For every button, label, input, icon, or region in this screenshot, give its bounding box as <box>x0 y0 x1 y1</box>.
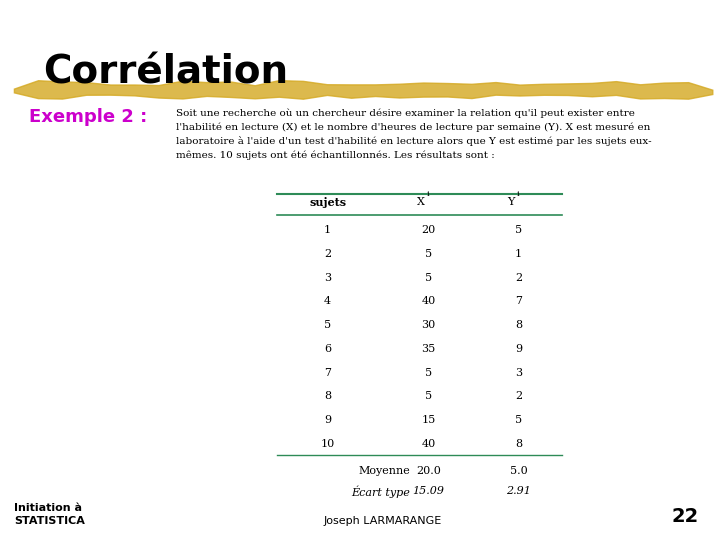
Text: 2: 2 <box>515 273 522 282</box>
Text: 15.09: 15.09 <box>413 487 444 496</box>
Text: 9: 9 <box>324 415 331 425</box>
Text: 7: 7 <box>324 368 331 377</box>
Text: 9: 9 <box>515 344 522 354</box>
Text: 1: 1 <box>515 249 522 259</box>
Text: 8: 8 <box>324 392 331 401</box>
Text: 15: 15 <box>421 415 436 425</box>
Text: 2: 2 <box>324 249 331 259</box>
Text: 40: 40 <box>421 439 436 449</box>
Text: Exemple 2 :: Exemple 2 : <box>29 108 147 126</box>
Text: i: i <box>516 190 519 198</box>
Text: 4: 4 <box>324 296 331 306</box>
Text: Corrélation: Corrélation <box>43 54 288 92</box>
Text: Moyenne: Moyenne <box>359 466 410 476</box>
Text: 5: 5 <box>515 415 522 425</box>
Text: 5.0: 5.0 <box>510 466 527 476</box>
Text: Y: Y <box>508 197 515 207</box>
Text: 10: 10 <box>320 439 335 449</box>
Text: 2.91: 2.91 <box>506 487 531 496</box>
Text: 20: 20 <box>421 225 436 235</box>
Text: 5: 5 <box>425 273 432 282</box>
Text: 6: 6 <box>324 344 331 354</box>
Text: 8: 8 <box>515 320 522 330</box>
Text: 5: 5 <box>324 320 331 330</box>
Text: X: X <box>417 197 425 207</box>
Text: 7: 7 <box>515 296 522 306</box>
Text: Joseph LARMARANGE: Joseph LARMARANGE <box>324 516 442 526</box>
Text: 1: 1 <box>324 225 331 235</box>
Text: i: i <box>426 190 429 198</box>
Text: sujets: sujets <box>309 197 346 208</box>
Text: 40: 40 <box>421 296 436 306</box>
Text: 5: 5 <box>425 249 432 259</box>
Text: Soit une recherche où un chercheur désire examiner la relation qu'il peut existe: Soit une recherche où un chercheur désir… <box>176 108 652 160</box>
Text: 3: 3 <box>515 368 522 377</box>
Polygon shape <box>14 80 713 99</box>
Text: 5: 5 <box>425 392 432 401</box>
Text: 35: 35 <box>421 344 436 354</box>
Text: 30: 30 <box>421 320 436 330</box>
Text: 2: 2 <box>515 392 522 401</box>
Text: 3: 3 <box>324 273 331 282</box>
Text: 8: 8 <box>515 439 522 449</box>
Text: 22: 22 <box>671 508 698 526</box>
Text: 5: 5 <box>425 368 432 377</box>
Text: Initiation à
STATISTICA: Initiation à STATISTICA <box>14 503 85 526</box>
Text: 20.0: 20.0 <box>416 466 441 476</box>
Text: Écart type: Écart type <box>351 485 410 498</box>
Text: 5: 5 <box>515 225 522 235</box>
